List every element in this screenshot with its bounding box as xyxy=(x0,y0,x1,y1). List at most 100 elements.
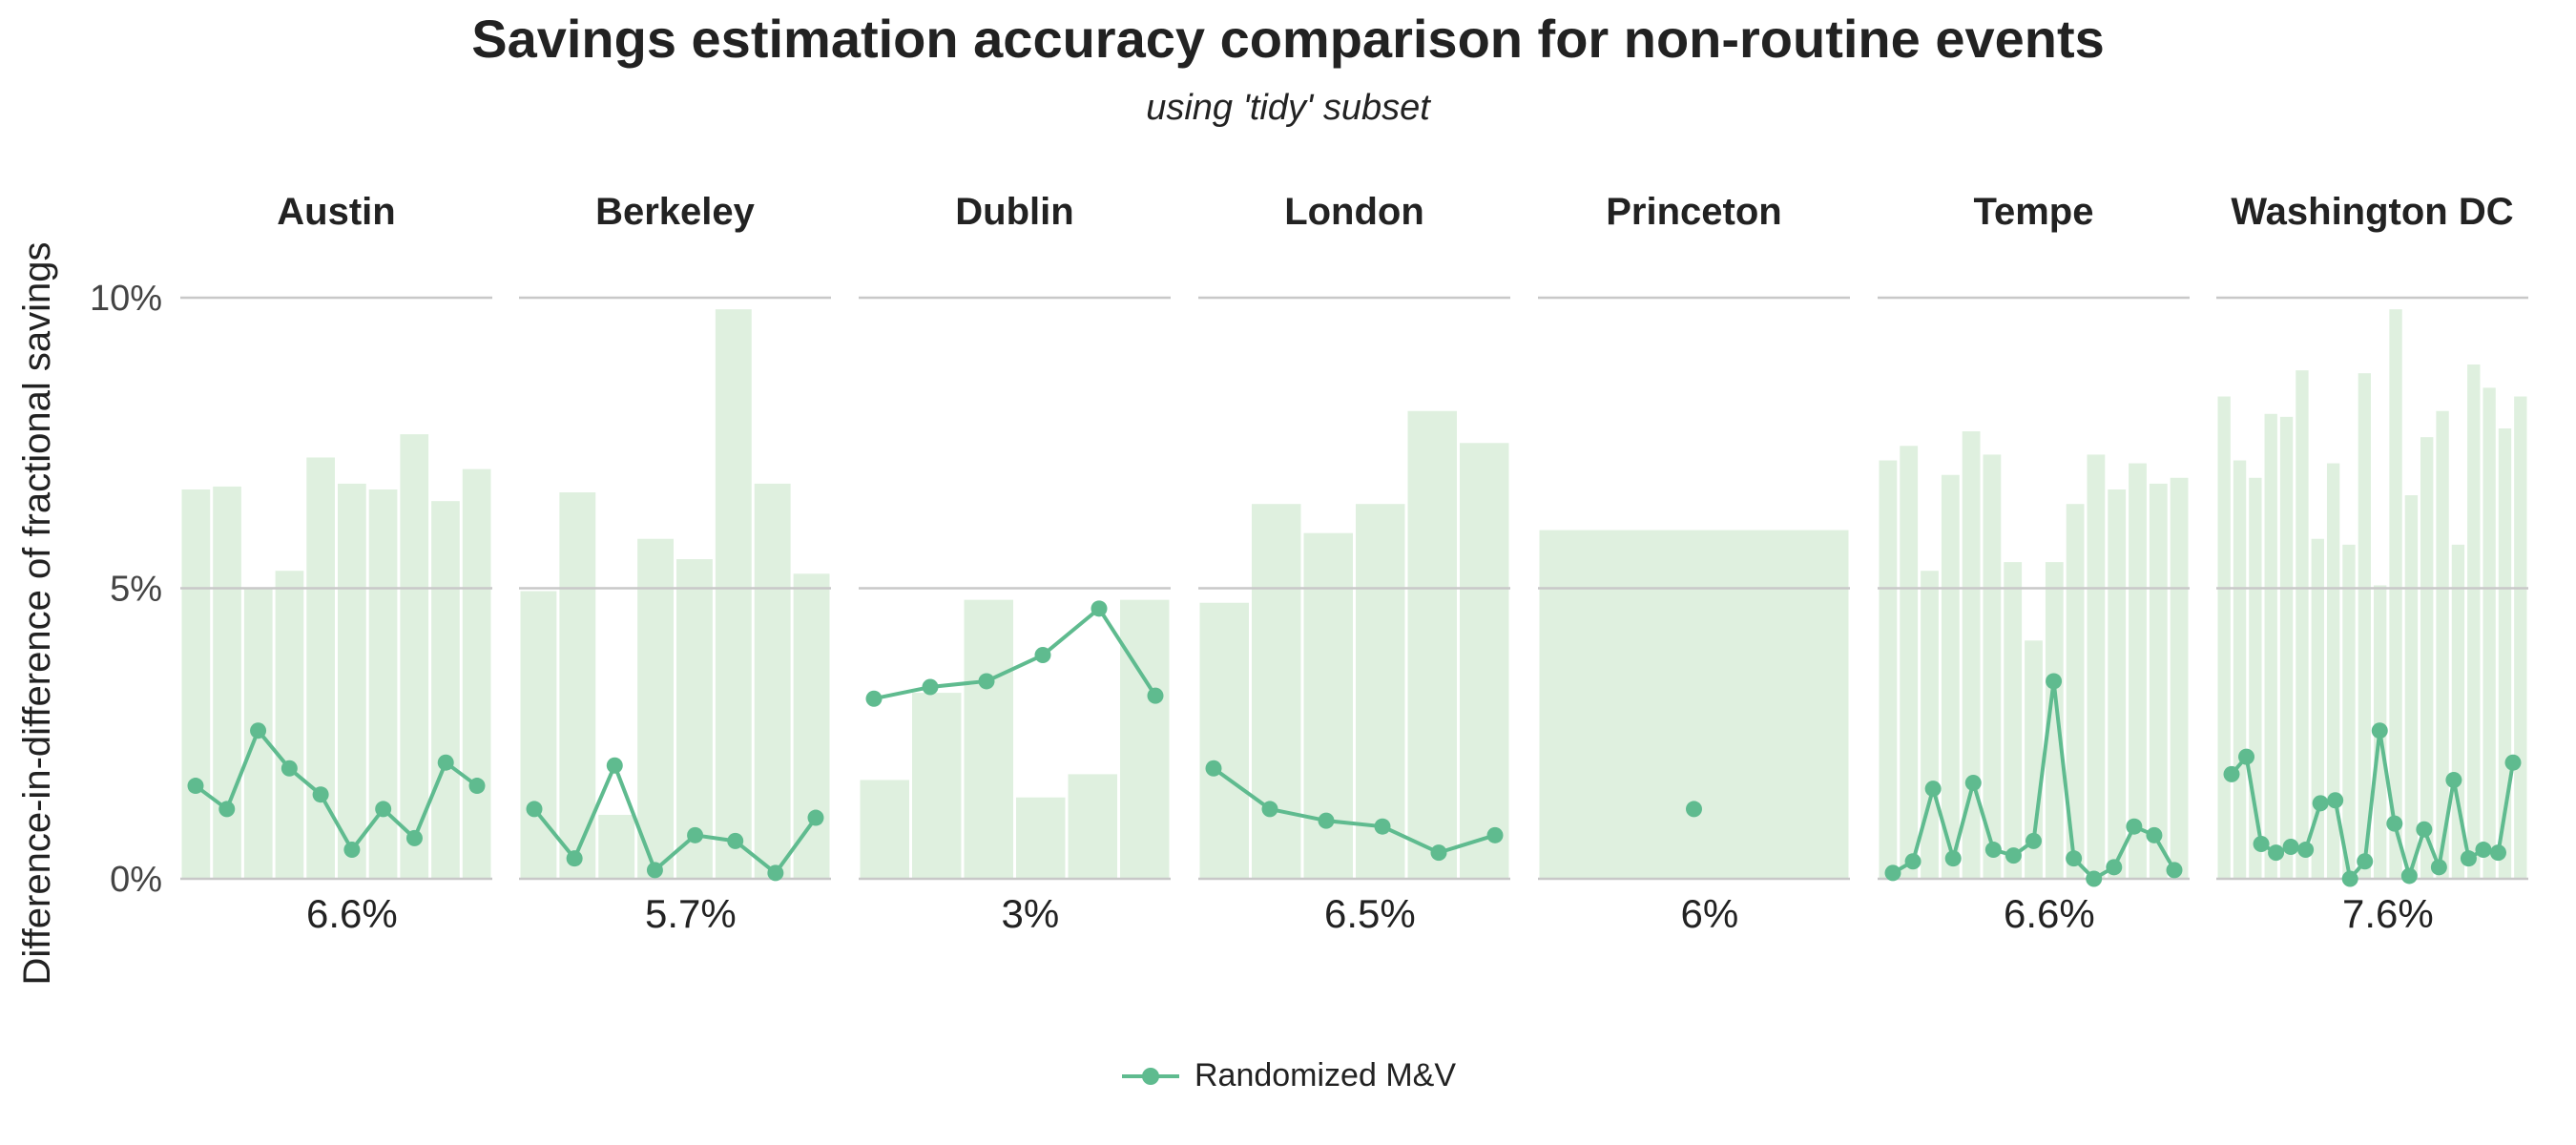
bar xyxy=(2404,495,2419,879)
bar xyxy=(715,309,752,879)
bar xyxy=(2129,463,2147,879)
bar xyxy=(1983,454,2002,879)
series-point xyxy=(606,757,623,774)
series-point xyxy=(2282,839,2299,856)
panel-summary-value: 6.6% xyxy=(306,891,398,936)
series-point xyxy=(2416,821,2433,838)
bar xyxy=(2108,489,2127,879)
bar xyxy=(338,483,366,879)
y-axis-ticks: 0% 5% 10% xyxy=(90,279,162,900)
panel-washington-dc: Washington DC 7.6% xyxy=(2216,191,2528,936)
panel-title: Tempe xyxy=(1974,191,2094,233)
series-point xyxy=(405,829,423,846)
bar xyxy=(1900,446,1919,879)
panel-summary-value: 5.7% xyxy=(645,891,737,936)
bar xyxy=(400,434,429,879)
bar xyxy=(912,693,962,879)
series-point xyxy=(2253,835,2270,852)
series-point xyxy=(978,673,995,690)
bar xyxy=(1460,443,1509,879)
bar xyxy=(520,591,557,879)
series-point xyxy=(343,842,361,859)
panel-princeton: Princeton 6% xyxy=(1538,191,1850,936)
bar xyxy=(793,573,830,879)
panel-berkeley: Berkeley 5.7% xyxy=(519,191,831,936)
bar xyxy=(598,815,635,879)
series-point xyxy=(2025,832,2042,849)
bar xyxy=(431,501,460,879)
series-point xyxy=(218,801,236,818)
series-point xyxy=(1984,842,2002,859)
series-point xyxy=(2504,754,2522,771)
series-point xyxy=(2357,853,2374,870)
bar xyxy=(2045,562,2064,879)
series-point xyxy=(1686,801,1702,818)
series-point xyxy=(2489,844,2506,862)
y-tick-label: 0% xyxy=(110,860,162,900)
panel-title: London xyxy=(1284,191,1424,233)
series-point xyxy=(1147,687,1164,704)
bar xyxy=(2087,454,2106,879)
series-point xyxy=(312,786,329,803)
chart-subtitle: using 'tidy' subset xyxy=(1146,88,1430,128)
bar xyxy=(1879,460,1898,879)
bar xyxy=(2249,477,2262,879)
series-point xyxy=(1034,647,1051,664)
bar xyxy=(754,483,791,879)
series-point xyxy=(1884,864,1901,882)
series-line-randomized-mv xyxy=(1212,766,1496,855)
bar xyxy=(559,492,596,879)
series-point xyxy=(922,678,939,696)
bar xyxy=(1921,571,1939,879)
bar xyxy=(2467,364,2481,879)
panel-summary-value: 6.5% xyxy=(1324,891,1416,936)
panel-summary-value: 6.6% xyxy=(2004,891,2095,936)
bar xyxy=(2483,387,2496,879)
bar xyxy=(213,486,241,879)
series-point xyxy=(1486,826,1504,843)
series-point xyxy=(526,801,543,818)
bar xyxy=(1120,599,1170,879)
panel-title: Princeton xyxy=(1606,191,1781,233)
series-point xyxy=(250,722,267,739)
series-point xyxy=(2146,826,2163,843)
series-point xyxy=(280,760,298,777)
series-point xyxy=(2086,870,2103,887)
series-point xyxy=(1964,775,1982,792)
bar xyxy=(275,571,304,879)
series-point xyxy=(2166,862,2183,879)
bar xyxy=(1407,410,1457,879)
series-point xyxy=(2005,847,2022,864)
bar xyxy=(2170,477,2189,879)
bar xyxy=(637,538,674,879)
bar xyxy=(2066,504,2085,879)
series-point xyxy=(375,801,392,818)
bar xyxy=(2311,538,2324,879)
series-point xyxy=(687,826,704,843)
series-point xyxy=(468,778,486,795)
bar xyxy=(1068,774,1117,879)
bar xyxy=(1356,504,1405,879)
series-line-randomized-mv xyxy=(194,728,479,852)
panel-summary-value: 7.6% xyxy=(2342,891,2434,936)
series-point xyxy=(1091,600,1108,617)
series-point xyxy=(2106,859,2123,876)
series-point xyxy=(1261,801,1278,818)
series-point xyxy=(2126,818,2143,835)
panel-dublin: Dublin 3% xyxy=(859,191,1171,936)
series-point xyxy=(2238,748,2255,765)
bar xyxy=(1539,530,1849,879)
panel-austin: Austin 6.6% xyxy=(180,191,492,936)
bar xyxy=(462,468,491,879)
bar xyxy=(2358,373,2371,879)
bar xyxy=(2149,483,2168,879)
series-point xyxy=(2341,870,2358,887)
legend: Randomized M&V xyxy=(0,1057,2576,1094)
series-point xyxy=(865,690,883,707)
bar xyxy=(1199,602,1249,879)
bar xyxy=(2514,396,2527,879)
panel-london: London 6.5% xyxy=(1198,191,1510,936)
series-point xyxy=(1944,850,1962,867)
bar xyxy=(2296,370,2309,879)
